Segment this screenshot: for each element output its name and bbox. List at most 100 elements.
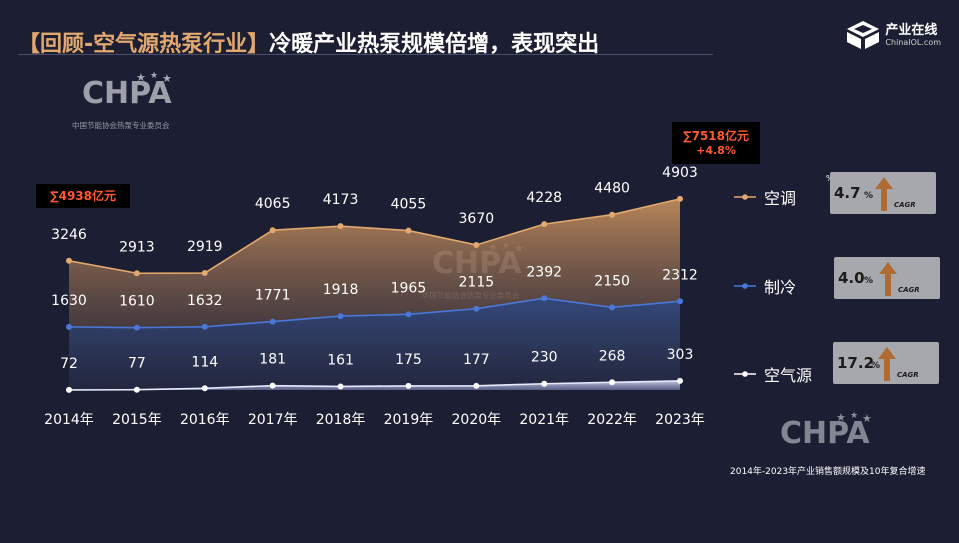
brand-cube-icon (847, 21, 880, 49)
data-label: 175 (395, 352, 422, 368)
data-point (405, 311, 412, 318)
data-point (133, 270, 140, 277)
data-label: 1918 (323, 282, 359, 298)
data-point (473, 382, 480, 389)
data-point (405, 382, 412, 389)
end-total-growth: +4.8% (696, 144, 736, 157)
x-tick-label: 2021年 (519, 412, 569, 428)
series-line-1 (68, 297, 681, 329)
watermark-stars-icon: ★ ★ ★ (136, 71, 172, 84)
cagr-box-ac: 4.7 % CAGR (830, 172, 936, 214)
data-point (677, 298, 683, 305)
watermark-org: 中国节能协会热泵专业委员会 (72, 121, 170, 130)
data-point (269, 318, 276, 325)
watermark-logo-top: ★ ★ ★ CHPA 中国节能协会热泵专业委员会 (72, 70, 200, 134)
percent-mark: % (826, 174, 834, 183)
data-point (337, 383, 344, 390)
data-label: 4055 (391, 197, 427, 213)
data-point (473, 305, 480, 312)
data-label: 1771 (255, 288, 291, 304)
data-point (473, 241, 480, 248)
legend-item-ac: 空调 (734, 185, 796, 209)
end-total-badge: ∑7518亿元 +4.8% (672, 122, 760, 164)
data-point (66, 323, 72, 330)
data-point (677, 195, 683, 202)
data-label: 2913 (119, 239, 155, 255)
cagr-label: CAGR (894, 201, 916, 209)
legend-label: 制冷 (764, 278, 797, 297)
legend-marker-icon (734, 283, 756, 289)
cagr-label: CAGR (897, 371, 919, 379)
data-point (541, 295, 548, 302)
watermark-text: CHPA (780, 416, 870, 451)
data-point (66, 257, 72, 264)
data-point (609, 211, 616, 218)
data-label: 1632 (187, 293, 223, 309)
data-point (609, 304, 616, 311)
data-point (337, 313, 344, 320)
legend-item-air-source: 空气源 (734, 362, 812, 386)
data-label: 181 (259, 352, 286, 368)
title-main: 冷暖产业热泵规模倍增，表现突出 (269, 32, 600, 57)
data-point (541, 380, 548, 387)
svg-text:★: ★ (136, 71, 146, 84)
data-label: 177 (463, 352, 490, 368)
series-line-2 (68, 380, 681, 391)
footnote: 2014年-2023年产业销售额规模及10年复合增速 (730, 467, 926, 477)
cagr-percent: % (864, 191, 874, 201)
data-label: 1965 (391, 280, 427, 296)
data-label: 77 (128, 356, 146, 372)
svg-text:★: ★ (850, 411, 858, 421)
data-label: 2919 (187, 239, 223, 255)
x-tick-label: 2015年 (112, 412, 162, 428)
watermark-stars-icon: ★ ★ ★ (836, 411, 872, 424)
data-label: 1610 (119, 294, 155, 310)
data-label: 4065 (255, 196, 291, 212)
data-point (269, 382, 276, 389)
data-point (201, 270, 208, 277)
data-point (677, 377, 683, 384)
data-point (269, 227, 276, 234)
area-1 (69, 298, 680, 390)
title-bracket: 【回顾-空气源热泵行业】 (18, 32, 270, 57)
brand-name: 产业在线 (885, 22, 938, 38)
start-total-badge: ∑4938亿元 (36, 184, 130, 208)
data-label: 72 (60, 356, 78, 372)
data-label: 3670 (459, 211, 495, 227)
data-label: 2115 (459, 275, 495, 291)
watermark-text: CHPA (82, 76, 172, 111)
x-tick-label: 2023年 (655, 412, 705, 428)
x-tick-label: 2019年 (384, 412, 434, 428)
data-point (201, 323, 208, 330)
cagr-value: 4.7 (834, 184, 861, 202)
cagr-box-refrigeration: 4.0 % CAGR (834, 257, 940, 299)
series-line-0 (68, 198, 681, 275)
up-arrow-icon (879, 262, 897, 296)
end-total-value: ∑7518亿元 (682, 129, 749, 143)
cagr-label: CAGR (898, 286, 920, 294)
x-tick-label: 2016年 (180, 412, 230, 428)
x-tick-label: 2022年 (587, 412, 637, 428)
data-label: 4228 (526, 190, 562, 206)
cagr-percent: % (871, 361, 881, 371)
legend-item-refrigeration: 制冷 (734, 274, 796, 298)
data-label: 2150 (594, 273, 630, 289)
data-point (66, 386, 72, 393)
data-label: 4173 (323, 192, 359, 208)
data-point (405, 227, 412, 234)
data-point (201, 385, 208, 392)
cagr-value: 17.2 (837, 354, 875, 372)
legend-marker-icon (734, 194, 756, 200)
up-arrow-icon (878, 347, 896, 381)
legend-label: 空气源 (764, 366, 813, 385)
data-point (133, 324, 140, 331)
cagr-percent: % (864, 276, 874, 286)
data-point (133, 386, 140, 393)
svg-text:★: ★ (150, 71, 158, 81)
up-arrow-icon (875, 177, 893, 211)
data-label: 2312 (662, 267, 698, 283)
data-label: 4903 (662, 165, 698, 181)
x-tick-label: 2020年 (452, 412, 502, 428)
cagr-box-air-source: 17.2 % CAGR (833, 342, 939, 384)
